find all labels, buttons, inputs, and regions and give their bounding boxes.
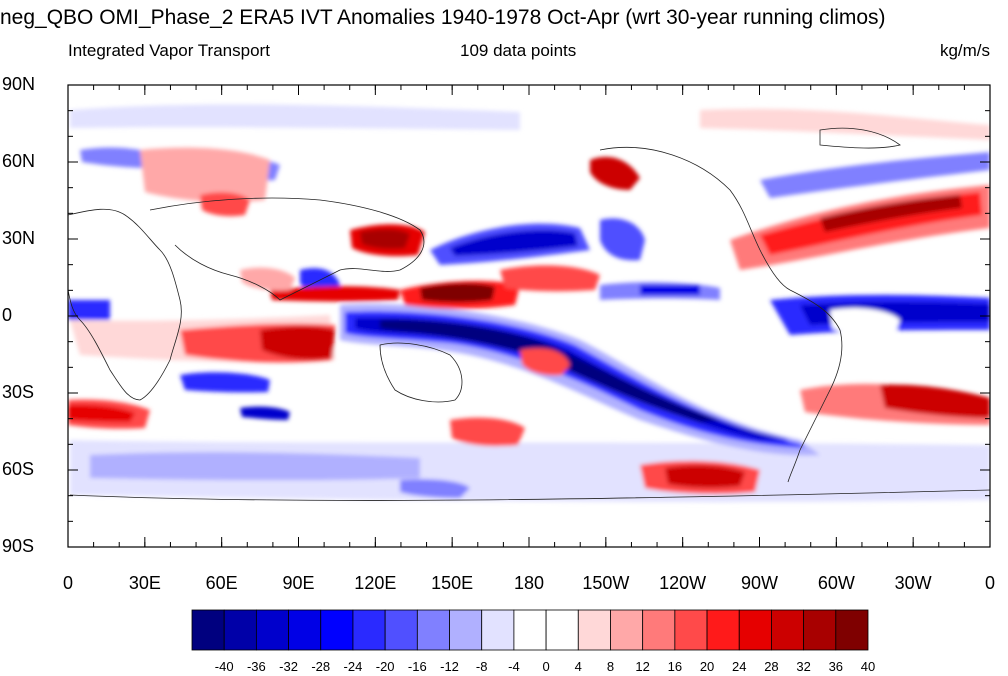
colorbar-label: -40 — [214, 659, 234, 674]
colorbar-label: -4 — [508, 659, 520, 674]
colorbar-label: -24 — [343, 659, 363, 674]
lat-label: 90S — [2, 536, 35, 556]
lon-label: 90W — [740, 573, 779, 593]
colorbar-swatch — [255, 609, 289, 651]
colorbar-label: -28 — [311, 659, 331, 674]
colorbar-label: 28 — [764, 659, 779, 674]
colorbar-label: -36 — [246, 659, 266, 674]
colorbar-label: 4 — [574, 659, 582, 674]
lat-label: 60N — [2, 151, 36, 171]
lon-label: 30W — [894, 573, 932, 593]
colorbar-swatch — [352, 609, 386, 651]
colorbar-swatch — [642, 609, 676, 651]
colorbar-swatch — [191, 609, 225, 651]
colorbar-swatch — [577, 609, 611, 651]
lon-label: 30E — [128, 573, 161, 593]
chart-title: neg_QBO OMI_Phase_2 ERA5 IVT Anomalies 1… — [0, 6, 886, 29]
colorbar-swatch — [545, 609, 579, 651]
colorbar-swatch — [803, 609, 837, 651]
colorbar-label: -20 — [375, 659, 395, 674]
colorbar-label: 24 — [732, 659, 747, 674]
colorbar-label: 16 — [667, 659, 683, 674]
colorbar-label: -32 — [279, 659, 298, 674]
lon-label: 150E — [431, 573, 474, 593]
lat-label: 30N — [2, 228, 36, 248]
colorbar-label: 40 — [860, 659, 876, 674]
colorbar-swatch — [384, 609, 418, 651]
colorbar-swatch — [706, 609, 740, 651]
colorbar-swatch — [449, 609, 483, 651]
lat-label: 0 — [2, 305, 13, 325]
lon-label: 0 — [984, 573, 996, 593]
colorbar-label: 32 — [796, 659, 811, 674]
lon-label: 180 — [513, 573, 545, 593]
subtitle-units: kg/m/s — [939, 41, 990, 60]
colorbar-label: -8 — [475, 659, 488, 674]
lon-label: 60W — [817, 573, 855, 593]
lon-label: 150W — [582, 573, 630, 593]
lon-label: 120E — [354, 573, 397, 593]
colorbar-swatch — [320, 609, 354, 651]
lon-label: 120W — [659, 573, 707, 593]
colorbar-label: 36 — [828, 659, 844, 674]
lat-label: 30S — [2, 382, 35, 402]
colorbar-label: -12 — [440, 659, 459, 674]
lat-label: 90N — [2, 74, 36, 94]
coastlines — [68, 127, 990, 501]
colorbar-swatch — [288, 609, 322, 651]
subtitle-count: 109 data points — [460, 41, 577, 60]
colorbar-swatch — [223, 609, 257, 651]
colorbar-swatch — [835, 609, 869, 651]
colorbar-label: 12 — [635, 659, 650, 674]
colorbar-swatch — [416, 609, 450, 651]
colorbar-swatch — [481, 609, 515, 651]
anomaly-field — [68, 85, 990, 547]
colorbar-swatch — [738, 609, 772, 651]
lat-label: 60S — [2, 459, 35, 479]
colorbar — [191, 609, 869, 651]
colorbar-swatch — [674, 609, 708, 651]
subtitle-variable: Integrated Vapor Transport — [68, 41, 270, 60]
colorbar-label: 0 — [542, 659, 550, 674]
colorbar-swatch — [610, 609, 644, 651]
colorbar-label: 8 — [606, 659, 615, 674]
colorbar-swatch — [771, 609, 805, 651]
lon-label: 90E — [282, 573, 315, 593]
colorbar-label: 20 — [699, 659, 715, 674]
colorbar-swatch — [513, 609, 547, 651]
lon-label: 60E — [205, 573, 238, 593]
colorbar-label: -16 — [407, 659, 427, 674]
lon-label: 0 — [62, 573, 74, 593]
axis-ticks — [67, 84, 991, 548]
